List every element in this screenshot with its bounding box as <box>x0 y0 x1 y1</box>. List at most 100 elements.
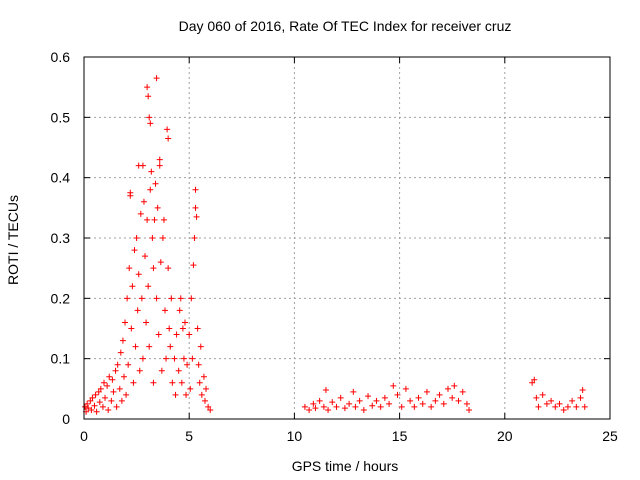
data-point <box>531 376 538 383</box>
data-point <box>325 406 332 413</box>
data-point <box>153 75 160 82</box>
data-point <box>119 337 126 344</box>
data-point <box>110 388 117 395</box>
data-point <box>398 403 405 410</box>
y-tick-label: 0.6 <box>51 49 71 65</box>
data-point <box>377 403 384 410</box>
data-point <box>96 399 103 406</box>
data-point <box>183 391 190 398</box>
data-point <box>310 400 317 407</box>
data-point <box>436 391 443 398</box>
data-point <box>301 403 308 410</box>
data-point <box>113 403 120 410</box>
data-point <box>205 403 212 410</box>
data-point <box>198 391 205 398</box>
data-point <box>386 400 393 407</box>
data-point <box>89 394 96 401</box>
x-axis-title: GPS time / hours <box>292 458 399 474</box>
data-point <box>144 84 151 91</box>
data-point <box>149 235 156 241</box>
data-point <box>85 405 92 412</box>
data-point <box>463 400 470 407</box>
data-point <box>132 343 139 350</box>
x-tick-label: 25 <box>602 428 618 444</box>
data-point <box>151 216 158 223</box>
y-axis-title: ROTI / TECUs <box>5 195 21 285</box>
data-point <box>394 391 401 398</box>
data-point <box>117 349 124 356</box>
data-point <box>190 262 197 269</box>
data-point <box>352 403 359 410</box>
data-point <box>135 271 142 278</box>
data-point <box>138 295 145 302</box>
data-point <box>179 325 186 332</box>
data-point <box>390 382 397 389</box>
data-point <box>130 379 137 386</box>
data-point <box>440 400 447 407</box>
data-point <box>152 180 159 187</box>
data-point <box>134 307 141 314</box>
data-point <box>124 295 131 302</box>
data-point <box>104 382 111 389</box>
data-point <box>449 394 456 401</box>
plot-frame <box>83 56 611 420</box>
data-point <box>84 400 91 407</box>
data-point <box>129 283 136 290</box>
data-point <box>373 397 380 404</box>
y-tick-label: 0.1 <box>51 351 71 367</box>
data-point <box>136 367 143 374</box>
data-point <box>356 397 363 404</box>
data-point <box>466 406 473 413</box>
data-point <box>123 391 130 398</box>
data-point <box>164 126 171 133</box>
data-point <box>165 265 172 272</box>
data-point <box>173 331 180 338</box>
data-point <box>533 394 540 401</box>
data-point <box>407 397 414 404</box>
data-point <box>171 355 178 362</box>
data-point <box>195 361 202 368</box>
data-point <box>187 385 194 392</box>
data-point <box>91 402 98 409</box>
data-point <box>150 379 157 386</box>
data-point <box>191 235 198 241</box>
data-point <box>157 259 164 266</box>
data-point <box>112 367 119 374</box>
data-point <box>144 216 151 223</box>
data-point <box>122 319 129 326</box>
data-point <box>146 114 153 121</box>
data-point <box>125 361 132 368</box>
x-tick-label: 15 <box>392 428 408 444</box>
data-point <box>564 403 571 410</box>
data-point <box>178 379 185 386</box>
data-point <box>186 331 193 338</box>
data-point <box>175 367 182 374</box>
data-point <box>140 198 147 205</box>
data-point <box>87 397 94 404</box>
chart-title: Day 060 of 2016, Rate Of TEC Index for r… <box>179 18 512 34</box>
data-point <box>306 406 313 413</box>
data-point <box>88 406 95 413</box>
data-point <box>337 394 344 401</box>
data-point <box>579 387 586 394</box>
data-point <box>139 162 146 169</box>
data-point <box>316 397 323 404</box>
data-point <box>192 186 199 193</box>
data-point <box>153 295 160 302</box>
data-point <box>428 403 435 410</box>
data-point <box>165 135 172 142</box>
y-tick-label: 0.4 <box>51 170 71 186</box>
data-point <box>455 397 462 404</box>
data-point <box>150 265 157 272</box>
data-point <box>360 406 367 413</box>
data-point <box>184 361 191 368</box>
data-point <box>581 403 588 410</box>
data-point <box>543 400 550 407</box>
data-point <box>131 247 138 254</box>
data-point <box>163 355 170 362</box>
data-point <box>189 355 196 362</box>
data-point <box>569 397 576 404</box>
data-point <box>381 394 388 401</box>
data-point <box>322 387 329 394</box>
